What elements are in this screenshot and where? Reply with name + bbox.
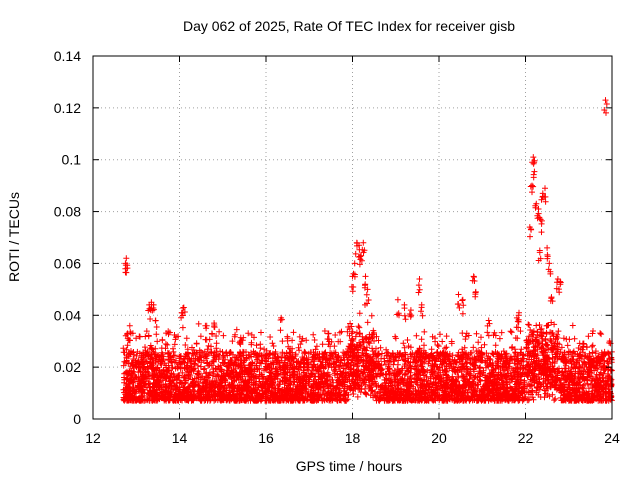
x-tick-label: 16 [258,430,274,446]
x-tick-label: 20 [431,430,447,446]
y-tick-label: 0.08 [54,204,81,220]
x-tick-label: 22 [518,430,534,446]
roti-points [120,97,615,404]
x-axis-ticks: 12 14 16 18 20 22 24 [85,56,620,446]
y-tick-label: 0.12 [54,100,81,116]
x-tick-label: 18 [345,430,361,446]
y-tick-label: 0 [73,411,81,427]
x-tick-label: 14 [172,430,188,446]
x-tick-label: 24 [604,430,620,446]
chart-title: Day 062 of 2025, Rate Of TEC Index for r… [183,18,515,34]
y-tick-label: 0.04 [54,307,81,323]
data-points [120,97,615,404]
y-tick-label: 0.02 [54,359,81,375]
y-axis-ticks: 0 0.02 0.04 0.06 0.08 0.1 0.12 0.14 [54,48,612,427]
x-axis-label: GPS time / hours [296,458,403,474]
y-tick-label: 0.06 [54,255,81,271]
y-axis-label: ROTI / TECUs [6,192,22,282]
x-tick-label: 12 [85,430,101,446]
y-tick-label: 0.14 [54,48,81,64]
y-tick-label: 0.1 [62,152,82,168]
